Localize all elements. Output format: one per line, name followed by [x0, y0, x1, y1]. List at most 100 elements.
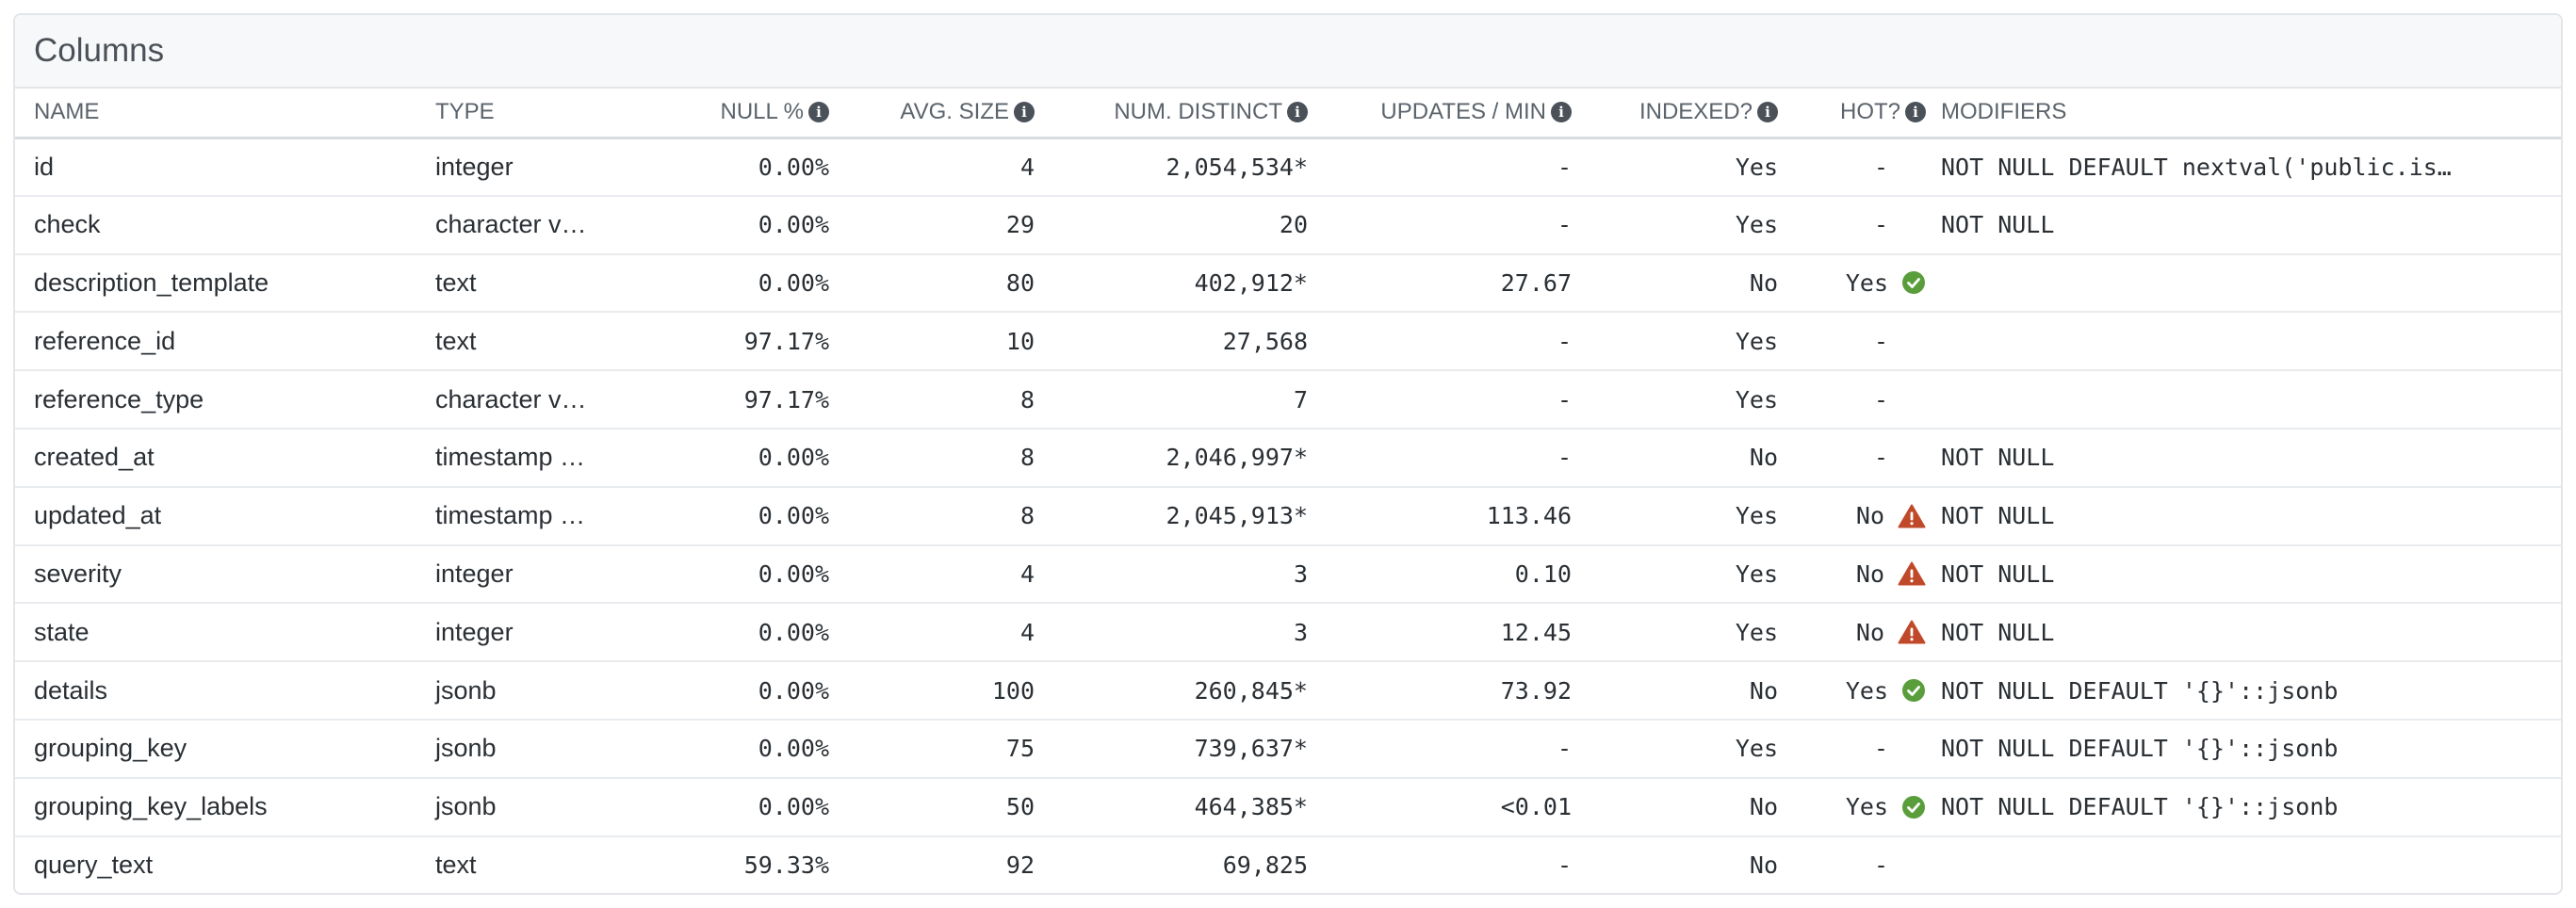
hot-status: - — [1874, 154, 1926, 181]
cell-type: text — [435, 851, 477, 880]
hot-value: - — [1873, 153, 1888, 181]
hot-value: - — [1873, 444, 1888, 472]
cell-name: id — [15, 138, 428, 197]
cell-type: timestamp … — [428, 486, 644, 546]
cell-null-pct: 0.00% — [644, 428, 837, 488]
cell-name: created_at — [15, 428, 428, 488]
columns-panel: Columns NAME TYPE NULL % i AVG. SIZE i NUM… — [13, 13, 2563, 895]
cell-null-pct: 0.00% — [644, 603, 837, 663]
cell-name: reference_type — [15, 370, 428, 430]
table-row[interactable]: created_at timestamp … 0.00% 8 2,046,997* - No… — [15, 428, 2561, 488]
info-circle-icon[interactable]: i — [1757, 102, 1778, 123]
cell-null-pct: 59.33% — [743, 851, 829, 880]
cell-updates-min: 0.10 — [1315, 544, 1579, 605]
col-header-name[interactable]: NAME — [15, 89, 428, 139]
cell-avg-size: 75 — [837, 719, 1042, 779]
cell-type: text — [428, 312, 644, 372]
col-header-avg-size[interactable]: AVG. SIZE i — [837, 89, 1042, 139]
cell-modifiers: NOT NULL — [1933, 195, 2561, 255]
table-row[interactable]: grouping_key jsonb 0.00% 75 739,637* - Yes - NOT… — [15, 719, 2561, 779]
hot-status: - — [1874, 328, 1926, 355]
hot-status: Yes — [1846, 793, 1926, 820]
hot-value: No — [1855, 559, 1884, 588]
cell-indexed: Yes — [1579, 195, 1785, 255]
panel-title: Columns — [34, 32, 165, 69]
hot-status: - — [1874, 735, 1926, 762]
info-circle-icon[interactable]: i — [1014, 102, 1035, 123]
cell-modifiers — [1933, 253, 2561, 314]
cell-avg-size: 29 — [837, 195, 1042, 255]
cell-updates-min: 12.45 — [1315, 603, 1579, 663]
cell-avg-size: 4 — [837, 544, 1042, 605]
hot-status: - — [1874, 444, 1926, 471]
cell-null-pct: 0.00% — [644, 138, 837, 197]
col-header-updates-min[interactable]: UPDATES / MIN i — [1315, 89, 1579, 139]
warning-triangle-icon — [1898, 504, 1926, 528]
cell-avg-size: 8 — [837, 428, 1042, 488]
cell-indexed: No — [1749, 851, 1778, 880]
table-row[interactable]: query_text text 59.33% 92 69,825 - No - — [15, 836, 2561, 893]
cell-name: details — [15, 661, 428, 721]
cell-updates-min: - — [1315, 719, 1579, 779]
table-row[interactable]: updated_at timestamp … 0.00% 8 2,045,913* 113… — [15, 486, 2561, 546]
info-circle-icon[interactable]: i — [1551, 102, 1572, 123]
table-row[interactable]: description_template text 0.00% 80 402,912* 2… — [15, 253, 2561, 314]
cell-modifiers: NOT NULL — [1933, 603, 2561, 663]
cell-indexed: Yes — [1579, 312, 1785, 372]
table-row[interactable]: details jsonb 0.00% 100 260,845* 73.92 No Yes NO… — [15, 661, 2561, 721]
cell-avg-size: 8 — [837, 486, 1042, 546]
col-header-indexed[interactable]: INDEXED? i — [1579, 89, 1785, 139]
cell-avg-size: 80 — [837, 253, 1042, 314]
hot-status: - — [1874, 211, 1926, 238]
col-header-num-distinct[interactable]: NUM. DISTINCT i — [1042, 89, 1315, 139]
cell-indexed: No — [1579, 428, 1785, 488]
columns-table: NAME TYPE NULL % i AVG. SIZE i NUM. DISTIN… — [15, 89, 2561, 893]
cell-num-distinct: 69,825 — [1222, 851, 1308, 880]
info-circle-icon[interactable]: i — [1287, 102, 1308, 123]
cell-avg-size: 100 — [837, 661, 1042, 721]
table-row[interactable]: check character v… 0.00% 29 20- Yes - NOT NULL — [15, 195, 2561, 255]
table-header-row: NAME TYPE NULL % i AVG. SIZE i NUM. DISTIN… — [15, 89, 2561, 139]
cell-type: jsonb — [428, 719, 644, 779]
cell-indexed: Yes — [1579, 544, 1785, 605]
check-circle-icon — [1901, 678, 1926, 703]
hot-value: - — [1873, 851, 1888, 880]
cell-modifiers: NOT NULL — [1933, 428, 2561, 488]
col-header-hot[interactable]: HOT? i — [1785, 89, 1933, 139]
cell-type: text — [428, 253, 644, 314]
info-circle-icon[interactable]: i — [808, 102, 829, 123]
cell-avg-size: 50 — [837, 777, 1042, 837]
cell-indexed: Yes — [1579, 486, 1785, 546]
hot-status: - — [1874, 386, 1926, 413]
cell-name: reference_id — [15, 312, 428, 372]
table-row[interactable]: id integer 0.00% 4 2,054,534* - Yes - NOT NULL D… — [15, 138, 2561, 197]
table-row[interactable]: reference_type character v… 97.17% 8 7- Yes - — [15, 370, 2561, 430]
info-circle-icon[interactable]: i — [1905, 102, 1926, 123]
cell-null-pct: 0.00% — [644, 486, 837, 546]
cell-modifiers — [1933, 836, 2561, 893]
cell-null-pct: 0.00% — [644, 544, 837, 605]
cell-type: integer — [428, 603, 644, 663]
cell-null-pct: 0.00% — [644, 195, 837, 255]
hot-value: - — [1873, 735, 1888, 763]
cell-updates-min: - — [1557, 851, 1572, 880]
col-header-type[interactable]: TYPE — [428, 89, 644, 139]
col-header-null-pct[interactable]: NULL % i — [644, 89, 837, 139]
table-row[interactable]: grouping_key_labels jsonb 0.00% 50 464,385* <… — [15, 777, 2561, 837]
cell-null-pct: 0.00% — [644, 777, 837, 837]
warning-triangle-icon — [1898, 561, 1926, 586]
cell-hot: - — [1785, 195, 1933, 255]
table-row[interactable]: reference_id text 97.17% 10 27,568- Yes - — [15, 312, 2561, 372]
table-row[interactable]: state integer 0.00% 4 3 12.45 Yes No NOT NULL — [15, 603, 2561, 663]
cell-hot: - — [1785, 370, 1933, 430]
cell-num-distinct: 2,046,997* — [1042, 428, 1315, 488]
hot-status: - — [1874, 851, 1926, 879]
cell-indexed: No — [1579, 253, 1785, 314]
cell-avg-size: 4 — [837, 603, 1042, 663]
hot-status: No — [1856, 502, 1926, 529]
table-body: id integer 0.00% 4 2,054,534* - Yes - NOT NULL D… — [15, 138, 2561, 893]
col-header-modifiers[interactable]: MODIFIERS — [1933, 89, 2561, 139]
table-row[interactable]: severity integer 0.00% 4 3 0.10 Yes No NOT NULL — [15, 544, 2561, 605]
cell-updates-min: - — [1315, 370, 1579, 430]
cell-name: grouping_key_labels — [15, 777, 428, 837]
